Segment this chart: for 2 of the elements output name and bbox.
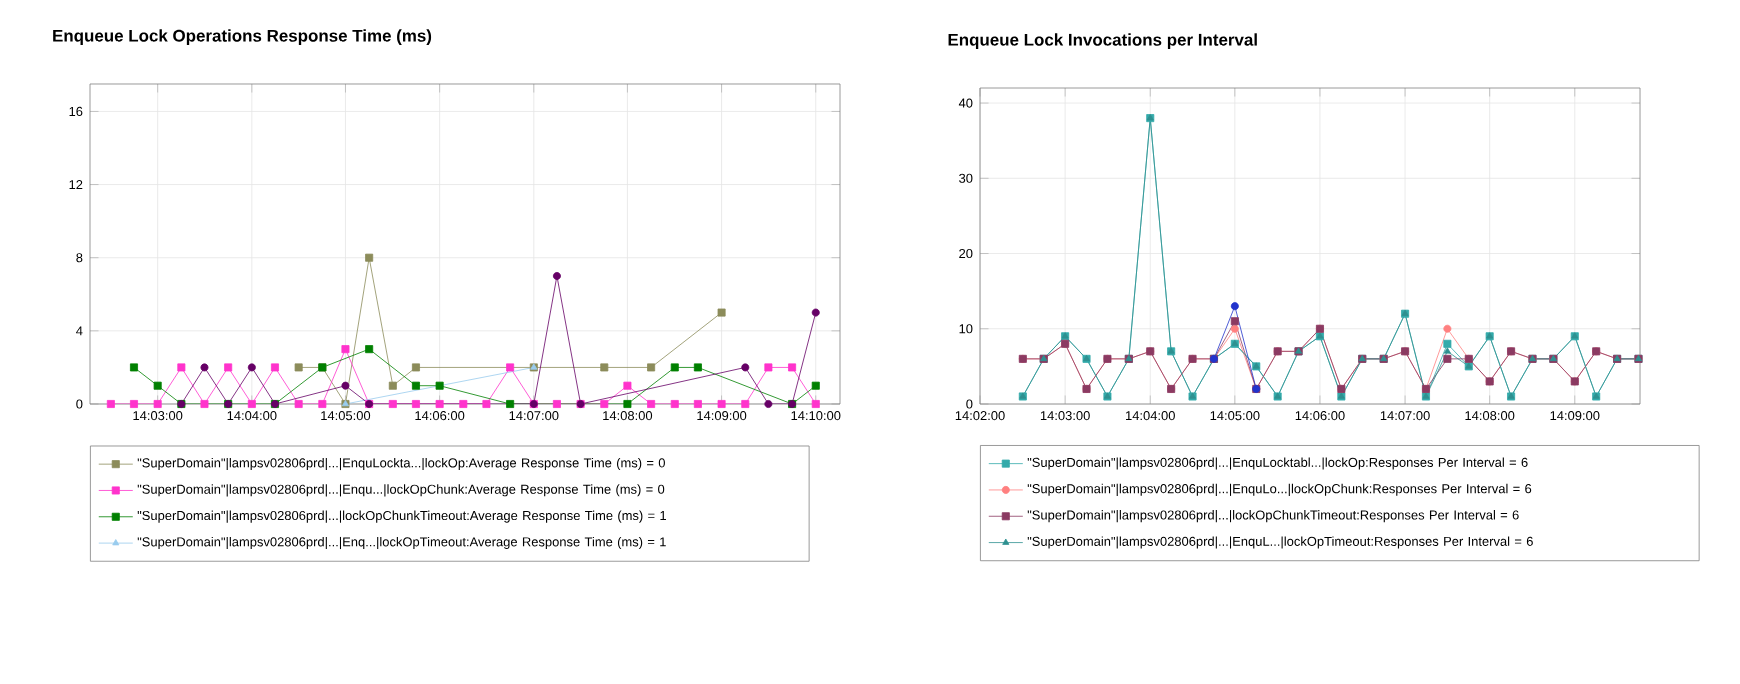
chart-title: Enqueue Lock Invocations per Interval bbox=[948, 33, 1257, 50]
chart-title: Enqueue Lock Operations Response Time (ms) bbox=[53, 29, 432, 46]
